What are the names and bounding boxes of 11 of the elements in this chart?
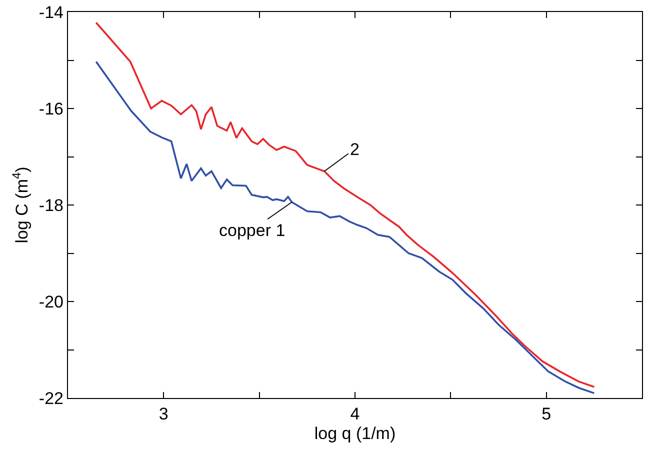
y-tick-label: -20 [38,292,64,312]
y-tick-label: -16 [38,99,64,118]
x-tick-label: 3 [158,404,168,424]
y-tick-label: -22 [38,388,64,408]
x-tick-label: 4 [350,404,360,424]
annotation: 2 [350,140,360,159]
x-axis-title: log q (1/m) [314,424,396,443]
y-tick-label: -18 [38,196,64,215]
y-tick-label: -14 [38,2,64,22]
annotation: copper 1 [219,221,286,240]
x-tick-label: 5 [542,404,552,424]
